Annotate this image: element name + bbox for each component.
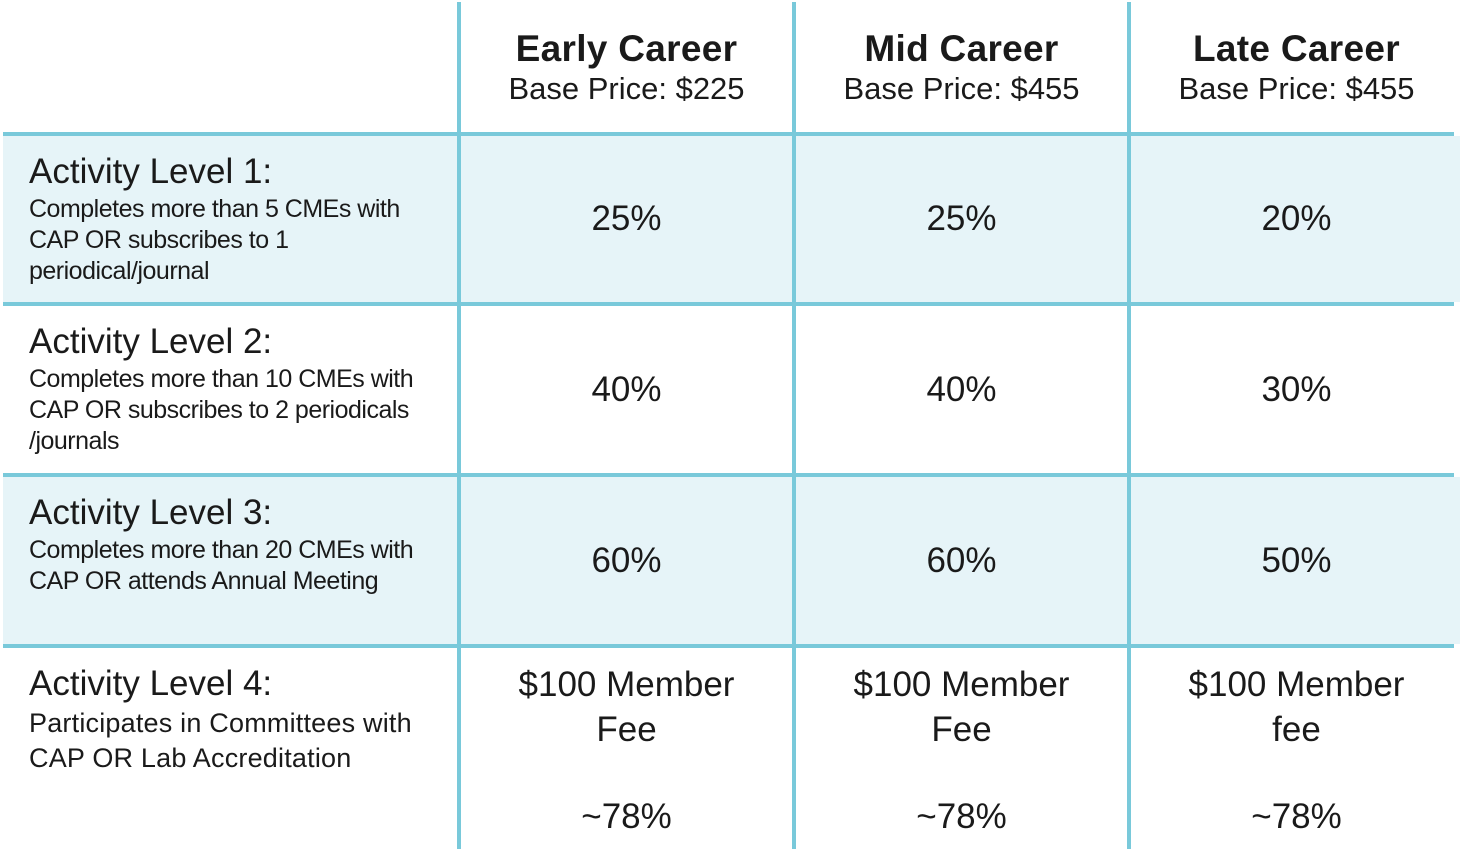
row-title: Activity Level 1:: [29, 152, 273, 191]
row-label-level-2: Activity Level 2: Completes more than 10…: [3, 306, 457, 473]
row-label-level-1: Activity Level 1: Completes more than 5 …: [3, 136, 457, 302]
member-fee: $100 Member Fee: [518, 665, 735, 749]
discount-cell: 25%: [461, 136, 792, 302]
base-price: Base Price: $225: [508, 71, 745, 106]
discount-cell: 60%: [796, 477, 1127, 644]
member-fee: $100 Member Fee: [853, 665, 1070, 749]
member-fee-cell: $100 Member Fee ~78%: [796, 648, 1127, 856]
row-title: Activity Level 4:: [29, 664, 273, 703]
column-header-late-career: Late Career Base Price: $455: [1131, 2, 1460, 132]
discount-cell: 20%: [1131, 136, 1460, 302]
row-description: Participates in Committees with CAP OR L…: [29, 708, 412, 773]
approx-discount: ~78%: [916, 797, 1007, 836]
column-title: Mid Career: [864, 28, 1059, 69]
discount-cell: 50%: [1131, 477, 1460, 644]
discount-cell: 25%: [796, 136, 1127, 302]
row-description: Completes more than 20 CMEs with CAP OR …: [29, 536, 414, 595]
pricing-table: Early Career Base Price: $225 Mid Career…: [3, 2, 1460, 856]
row-label-level-3: Activity Level 3: Completes more than 20…: [3, 477, 457, 644]
discount-cell: 40%: [796, 306, 1127, 473]
member-fee-cell: $100 Member fee ~78%: [1131, 648, 1460, 856]
header-corner-cell: [3, 2, 457, 132]
approx-discount: ~78%: [581, 797, 672, 836]
discount-cell: 30%: [1131, 306, 1460, 473]
column-header-early-career: Early Career Base Price: $225: [461, 2, 792, 132]
member-fee: $100 Member fee: [1188, 665, 1405, 749]
row-title: Activity Level 3:: [29, 493, 273, 532]
row-description: Completes more than 10 CMEs with CAP OR …: [29, 365, 414, 455]
row-title: Activity Level 2:: [29, 322, 273, 361]
row-description: Completes more than 5 CMEs with CAP OR s…: [29, 195, 400, 285]
column-header-mid-career: Mid Career Base Price: $455: [796, 2, 1127, 132]
discount-cell: 40%: [461, 306, 792, 473]
base-price: Base Price: $455: [843, 71, 1080, 106]
base-price: Base Price: $455: [1178, 71, 1415, 106]
column-title: Late Career: [1193, 28, 1400, 69]
column-title: Early Career: [515, 28, 738, 69]
row-label-level-4: Activity Level 4: Participates in Commit…: [3, 648, 457, 856]
approx-discount: ~78%: [1251, 797, 1342, 836]
discount-cell: 60%: [461, 477, 792, 644]
member-fee-cell: $100 Member Fee ~78%: [461, 648, 792, 856]
